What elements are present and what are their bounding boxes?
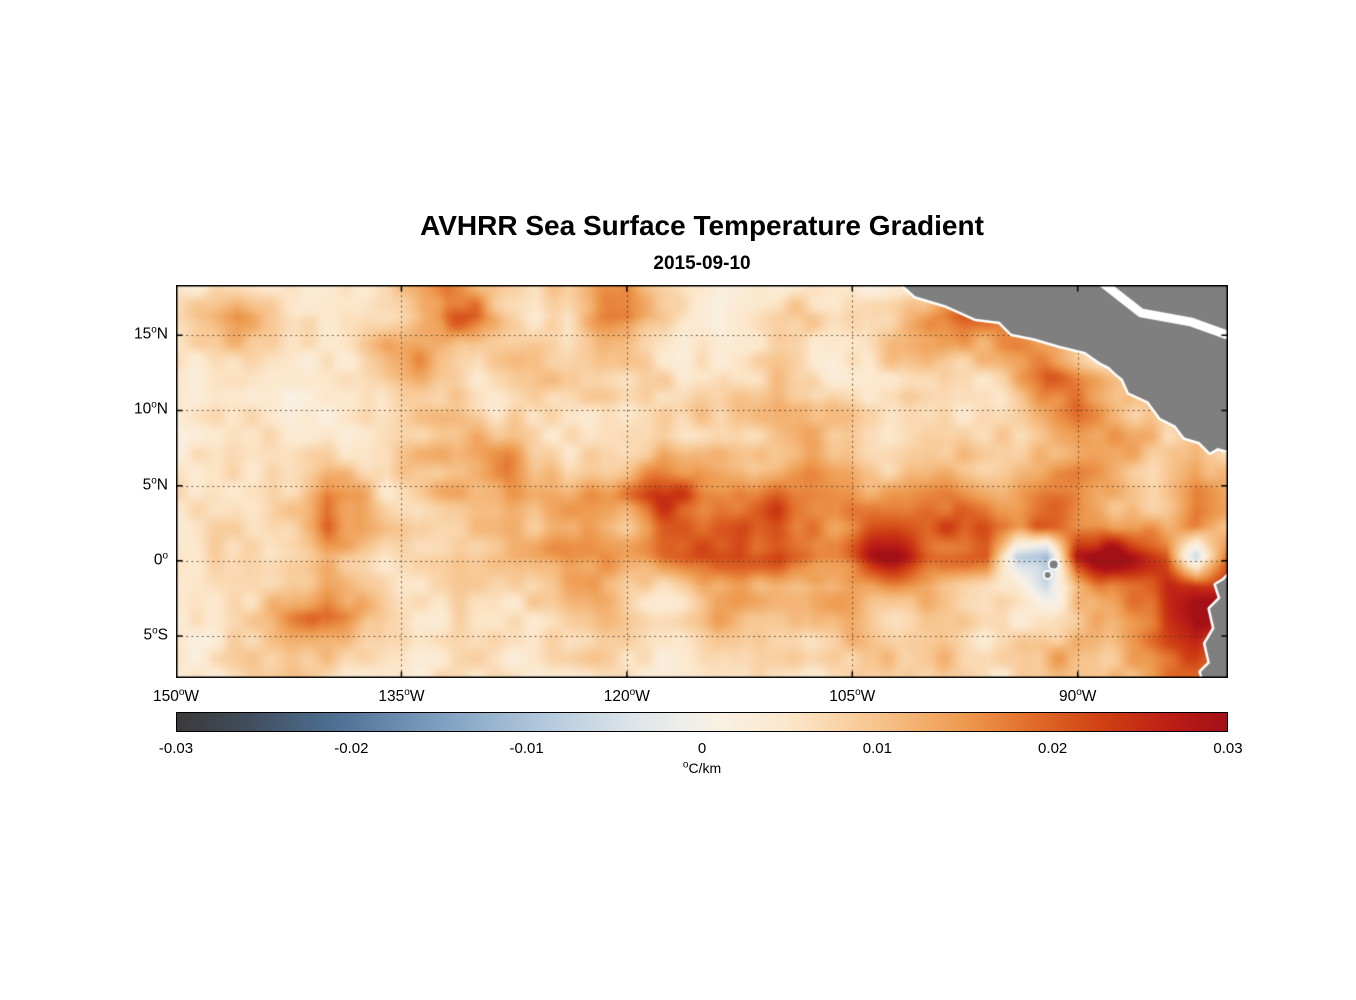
degree-sup: o bbox=[151, 324, 157, 336]
colorbar-tick-label: 0.01 bbox=[862, 740, 892, 757]
y-tick-label: 15oN bbox=[133, 324, 168, 343]
x-tick-label: 120oW bbox=[603, 686, 650, 705]
degree-sup: o bbox=[1076, 686, 1082, 698]
degree-sup: o bbox=[629, 686, 636, 698]
colorbar-tick-label: -0.01 bbox=[509, 740, 544, 757]
degree-sup: o bbox=[151, 399, 157, 411]
y-tick-label: 5oN bbox=[142, 475, 168, 494]
degree-sup: o bbox=[162, 550, 168, 562]
x-tick-label: 150oW bbox=[152, 686, 200, 705]
degree-sup: o bbox=[855, 686, 861, 698]
sst-gradient-heatmap bbox=[176, 285, 1228, 678]
degree-sup: o bbox=[151, 475, 157, 487]
x-tick-label: 90oW bbox=[1058, 686, 1097, 705]
y-tick-label: 10oN bbox=[133, 399, 168, 419]
degree-sup: o bbox=[682, 759, 689, 771]
degree-sup: o bbox=[404, 686, 410, 698]
chart-title: AVHRR Sea Surface Temperature Gradient bbox=[420, 210, 984, 241]
colorbar-unit-label: oC/km bbox=[176, 760, 1228, 776]
colorbar-tick-label: -0.02 bbox=[334, 740, 369, 757]
x-tick-label: 105oW bbox=[829, 686, 876, 705]
colorbar-tick-label: 0.02 bbox=[1038, 740, 1068, 757]
y-tick-label: 5oS bbox=[143, 625, 168, 644]
unit-text: C/km bbox=[688, 760, 722, 776]
colorbar bbox=[176, 712, 1228, 732]
chart-subtitle: 2015-09-10 bbox=[653, 253, 751, 274]
y-tick-label: 0o bbox=[153, 550, 168, 569]
colorbar-tick-label: 0.03 bbox=[1213, 740, 1243, 757]
x-tick-label: 135oW bbox=[378, 686, 425, 705]
colorbar-tick-label: -0.03 bbox=[158, 740, 194, 757]
degree-sup: o bbox=[152, 625, 158, 637]
degree-sup: o bbox=[178, 686, 185, 698]
colorbar-tick-label: 0 bbox=[697, 740, 707, 757]
